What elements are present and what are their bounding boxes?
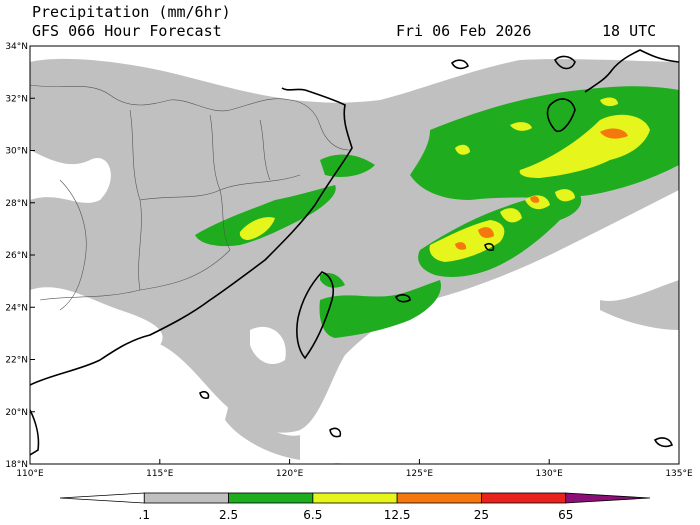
lon-label: 135°E [665,469,693,479]
axis-ticks [29,45,680,465]
colorbar-label: 65 [558,508,574,522]
colorbar-segment [396,492,482,504]
lon-label: 120°E [276,469,304,479]
colorbar-label: 2.5 [219,508,239,522]
lon-label: 110°E [16,469,44,479]
lat-label: 28°N [5,199,28,209]
lat-label: 18°N [5,460,28,470]
colorbar-segment [228,492,314,504]
lat-label: 34°N [5,42,28,52]
lat-label: 20°N [5,408,28,418]
colorbar-label: 12.5 [383,508,411,522]
latitude-labels: 34°N 32°N 30°N 28°N 26°N 24°N 22°N 20°N 18°N [5,42,28,470]
colorbar-segment [143,492,229,504]
lat-label: 26°N [5,251,28,261]
colorbar-label: 6.5 [303,508,323,522]
lat-label: 32°N [5,94,28,104]
colorbar-segment [59,492,145,504]
colorbar-segment [312,492,398,504]
colorbar-label: .1 [138,508,151,522]
colorbar [59,492,651,504]
colorbar-label: 25 [473,508,490,522]
lat-label: 24°N [5,303,28,313]
model-forecast-label: GFS 066 Hour Forecast [32,22,222,40]
lon-label: 115°E [146,469,174,479]
colorbar-segment [481,492,567,504]
lat-label: 22°N [5,356,28,366]
chart-title: Precipitation (mm/6hr) [32,3,231,21]
colorbar-segment [565,492,651,504]
longitude-labels: 110°E 115°E 120°E 125°E 130°E 135°E [16,469,693,479]
lon-label: 125°E [406,469,434,479]
very-heavy-precip-area [455,128,628,250]
no-precip-area [30,150,286,365]
province-borders [30,84,351,311]
coastline [30,49,679,456]
lon-label: 130°E [536,469,564,479]
lat-label: 30°N [5,147,28,157]
valid-time: 18 UTC [602,22,657,40]
valid-date: Fri 06 Feb 2026 [396,22,532,40]
